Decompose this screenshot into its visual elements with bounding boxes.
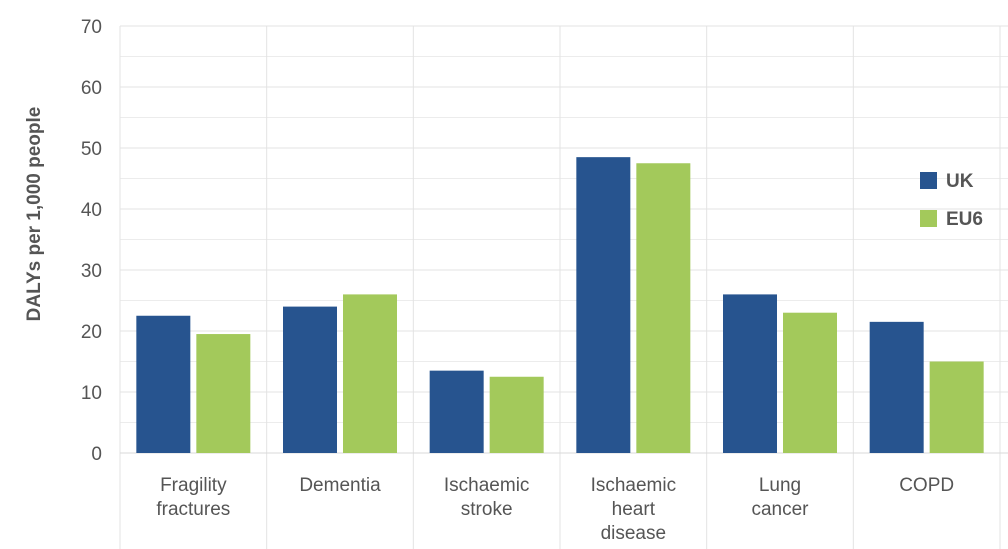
bar-uk [136,315,191,453]
y-tick-label: 10 [81,383,102,404]
bar-uk [723,294,777,453]
y-axis-label: DALYs per 1,000 people [24,107,45,322]
y-tick-label: 60 [81,78,102,99]
y-tick-label: 70 [81,17,102,38]
x-category-label: Fragility fractures [156,475,230,520]
x-axis-categories: Fragility fractures Dementia Ischaemic strok… [156,475,954,544]
bars [136,157,984,453]
y-tick-label: 50 [81,139,102,160]
y-tick-label: 0 [91,444,102,465]
x-category-label: COPD [899,475,954,496]
y-tick-label: 30 [81,261,102,282]
legend-label: UK [946,171,974,192]
bar-eu6 [929,361,984,453]
legend-swatch [920,210,937,227]
bar-eu6 [636,163,691,453]
bar-eu6 [783,312,837,453]
x-category-label: Ischaemic heart disease [591,475,677,544]
bar-eu6 [196,334,251,453]
y-axis-ticks: 0 10 20 30 40 50 60 70 [81,17,102,465]
legend: UK EU6 [920,171,983,230]
y-tick-label: 40 [81,200,102,221]
gridlines [119,25,1008,549]
legend-swatch [920,172,937,189]
x-category-label: Dementia [299,475,381,496]
legend-label: EU6 [946,209,983,230]
bar-eu6 [343,294,397,453]
bar-uk [576,157,631,453]
y-tick-label: 20 [81,322,102,343]
x-category-label: Ischaemic stroke [444,475,530,520]
bar-uk [283,306,337,453]
x-category-label: Lung cancer [751,475,809,520]
bar-uk [429,370,484,453]
bar-uk [869,321,924,453]
bar-eu6 [489,376,544,453]
